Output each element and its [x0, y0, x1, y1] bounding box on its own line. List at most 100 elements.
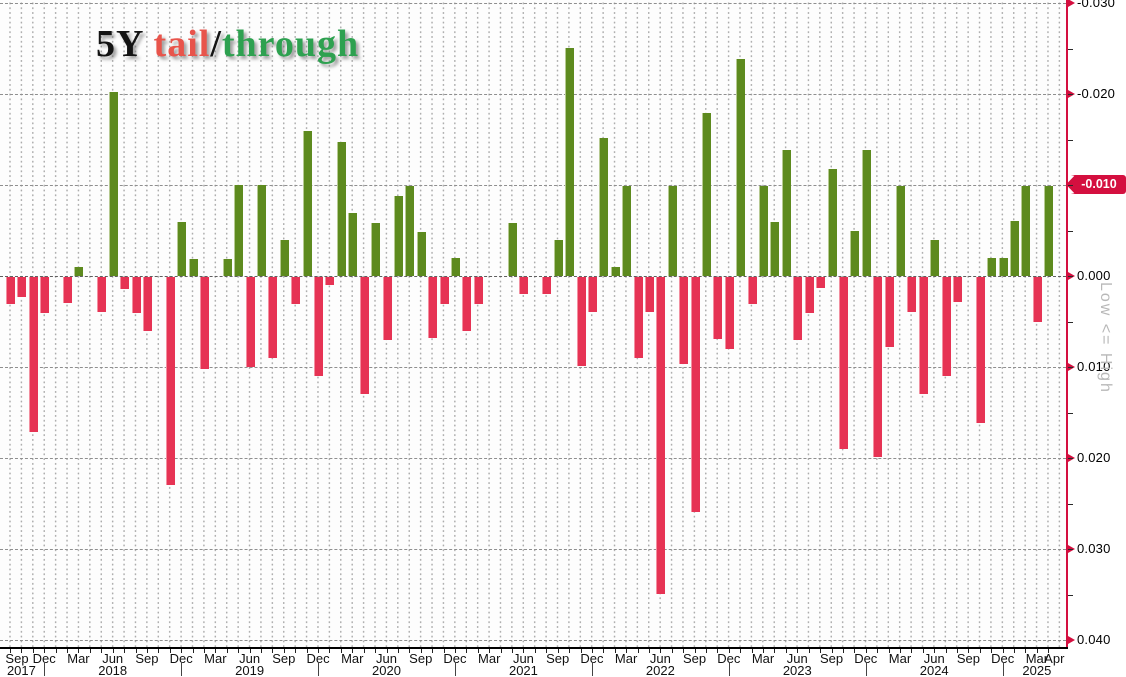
x-axis-year-label: 2021 — [508, 663, 538, 677]
gridline — [0, 549, 1066, 550]
last-value-badge: -0.010 — [1066, 175, 1126, 194]
x-axis-tick — [443, 649, 445, 653]
x-axis-month-label: Mar — [614, 651, 638, 666]
x-axis-year-label: 2025 — [1022, 663, 1052, 677]
x-axis-tick — [569, 649, 571, 653]
x-axis-tick — [626, 649, 628, 653]
year-separator-tick — [865, 663, 867, 676]
x-axis-month-label: Jun — [649, 651, 671, 666]
x-axis-tick — [740, 649, 742, 653]
y-axis-minor-tick — [1068, 367, 1073, 368]
bar — [884, 277, 894, 348]
x-axis-tick — [238, 649, 240, 653]
x-axis-month-label: Jun — [512, 651, 534, 666]
x-axis-month-label: Dec — [580, 651, 604, 666]
bar — [508, 223, 518, 276]
x-axis-tick — [124, 649, 126, 653]
x-axis-tick — [922, 649, 924, 653]
y-axis-tick-marker — [1068, 636, 1075, 644]
year-separator-tick — [454, 663, 456, 676]
bar — [599, 137, 609, 276]
x-axis-tick — [580, 649, 582, 653]
x-axis-month-label: Jun — [786, 651, 808, 666]
bar — [393, 195, 403, 276]
y-axis-minor-tick — [1068, 412, 1073, 414]
x-axis-tick — [192, 649, 194, 653]
x-axis-tick — [603, 649, 605, 653]
bar — [918, 277, 928, 395]
x-axis-tick — [409, 649, 411, 653]
bar — [553, 239, 563, 276]
bar — [519, 277, 529, 295]
bar — [610, 266, 620, 276]
bar — [1010, 221, 1020, 276]
x-axis-month-label: Sep — [819, 651, 844, 666]
bar — [770, 222, 780, 276]
y-axis-minor-tick — [1068, 139, 1073, 141]
bar — [724, 277, 734, 349]
x-axis-line — [0, 647, 1068, 649]
x-axis-month-label: Dec — [32, 651, 56, 666]
x-axis-tick — [774, 649, 776, 653]
x-axis-month-label: Dec — [991, 651, 1015, 666]
x-axis-tick — [67, 649, 69, 653]
y-axis-minor-tick — [1068, 185, 1073, 186]
x-axis-year-label: 2019 — [235, 663, 265, 677]
x-axis-tick — [957, 649, 959, 653]
gridline — [0, 276, 1066, 277]
bar — [428, 277, 438, 338]
x-axis-tick — [671, 649, 673, 653]
gridline — [0, 640, 1066, 641]
x-axis-tick — [717, 649, 719, 653]
x-axis-tick — [557, 649, 559, 653]
x-axis-tick — [454, 649, 456, 653]
bar — [850, 231, 860, 276]
x-axis-tick — [888, 649, 890, 653]
bar — [302, 131, 312, 276]
x-axis-tick — [751, 649, 753, 653]
x-axis-tick — [694, 649, 696, 653]
bar — [325, 277, 335, 286]
x-axis-tick — [397, 649, 399, 653]
bar — [804, 277, 814, 314]
bar — [759, 185, 769, 276]
bar — [222, 258, 232, 276]
x-axis-tick — [877, 649, 879, 653]
year-separator-tick — [591, 663, 593, 676]
bar — [713, 277, 723, 339]
bar — [656, 277, 666, 594]
x-axis-tick — [135, 649, 137, 653]
bar — [736, 59, 746, 276]
bar — [462, 277, 472, 331]
bar — [1021, 185, 1031, 276]
bar — [336, 142, 346, 276]
y-axis-minor-tick — [1068, 549, 1073, 550]
plot-area — [0, 0, 1066, 647]
bar — [416, 232, 426, 276]
x-axis-tick — [968, 649, 970, 653]
bar — [28, 277, 38, 432]
bar — [359, 277, 369, 395]
gridline — [0, 458, 1066, 459]
bar — [816, 277, 826, 288]
gridline — [0, 3, 1066, 4]
y-axis-minor-tick — [1068, 48, 1073, 50]
bar — [793, 277, 803, 340]
bar — [348, 213, 358, 276]
x-axis-tick — [637, 649, 639, 653]
year-separator-tick — [44, 663, 46, 676]
bar — [565, 47, 575, 276]
x-axis-tick — [55, 649, 57, 653]
x-axis-tick — [78, 649, 80, 653]
x-axis-tick — [979, 649, 981, 653]
bar — [473, 277, 483, 305]
x-axis-tick — [489, 649, 491, 653]
bar — [131, 277, 141, 314]
bar — [930, 239, 940, 276]
y-axis-label: 0.030 — [1077, 541, 1111, 556]
y-axis-label: 0.000 — [1077, 268, 1111, 283]
x-axis-tick — [1036, 649, 1038, 653]
x-axis-tick — [249, 649, 251, 653]
x-axis-tick — [32, 649, 34, 653]
